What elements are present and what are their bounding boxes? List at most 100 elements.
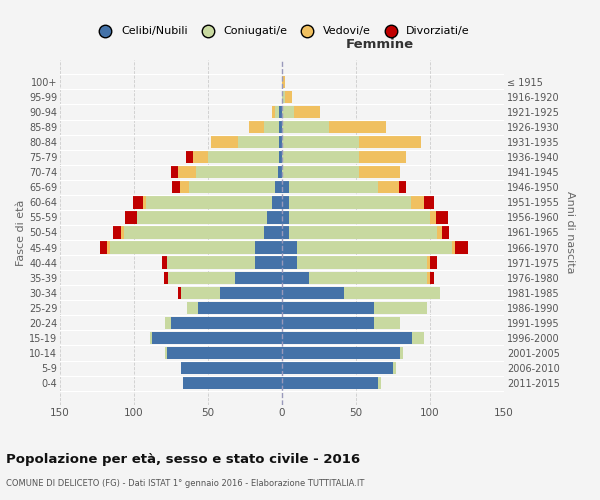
Bar [220,286,282,299]
Bar [282,90,285,103]
Bar [427,272,430,284]
Bar [275,106,279,118]
Bar [137,212,267,224]
Bar [172,181,180,194]
Bar [152,332,282,344]
Bar [279,106,282,118]
Bar [282,286,344,299]
Text: Femmine: Femmine [346,38,414,52]
Bar [113,226,121,238]
Bar [282,196,289,208]
Bar [143,196,146,208]
Bar [208,151,279,164]
Bar [289,226,437,238]
Bar [150,332,152,344]
Bar [282,377,378,390]
Bar [427,256,430,269]
Bar [282,181,289,194]
Bar [167,256,256,269]
Bar [193,151,208,164]
Bar [279,151,282,164]
Bar [165,347,167,359]
Bar [279,136,282,148]
Bar [267,212,282,224]
Bar [430,256,437,269]
Bar [187,302,197,314]
Bar [164,272,168,284]
Bar [282,121,329,133]
Bar [294,106,320,118]
Bar [359,166,400,178]
Bar [393,362,396,374]
Bar [359,136,421,148]
Bar [171,166,178,178]
Bar [452,242,455,254]
Bar [282,151,359,164]
Bar [107,242,110,254]
Y-axis label: Anni di nascita: Anni di nascita [565,191,575,274]
Bar [289,181,378,194]
Bar [178,166,196,178]
Bar [411,196,424,208]
Bar [282,212,289,224]
Bar [168,272,235,284]
Legend: Celibi/Nubili, Coniugati/e, Vedovi/e, Divorziati/e: Celibi/Nubili, Coniugati/e, Vedovi/e, Di… [90,22,474,41]
Bar [455,242,469,254]
Bar [282,226,289,238]
Bar [125,212,137,224]
Bar [297,256,427,269]
Text: Popolazione per età, sesso e stato civile - 2016: Popolazione per età, sesso e stato civil… [6,452,360,466]
Bar [110,242,256,254]
Bar [289,212,430,224]
Bar [197,302,282,314]
Bar [329,121,386,133]
Bar [412,332,424,344]
Bar [344,286,440,299]
Bar [186,151,193,164]
Bar [235,272,282,284]
Bar [133,196,143,208]
Y-axis label: Fasce di età: Fasce di età [16,200,26,266]
Bar [256,242,282,254]
Bar [289,196,411,208]
Bar [282,332,412,344]
Bar [165,316,171,329]
Bar [171,316,282,329]
Bar [378,377,381,390]
Bar [256,256,282,269]
Bar [282,242,297,254]
Bar [272,106,275,118]
Bar [374,302,427,314]
Bar [308,272,427,284]
Bar [121,226,124,238]
Text: COMUNE DI DELICETO (FG) - Dati ISTAT 1° gennaio 2016 - Elaborazione TUTTITALIA.I: COMUNE DI DELICETO (FG) - Dati ISTAT 1° … [6,479,364,488]
Bar [424,196,434,208]
Bar [275,181,282,194]
Bar [282,347,400,359]
Bar [211,136,238,148]
Bar [238,136,279,148]
Bar [437,226,442,238]
Bar [282,362,393,374]
Bar [278,166,282,178]
Bar [430,212,436,224]
Bar [178,286,181,299]
Bar [282,76,285,88]
Bar [272,196,282,208]
Bar [285,90,292,103]
Bar [282,106,294,118]
Bar [378,181,399,194]
Bar [162,256,167,269]
Bar [264,226,282,238]
Bar [436,212,448,224]
Bar [297,242,452,254]
Bar [374,316,400,329]
Bar [264,121,279,133]
Bar [167,347,282,359]
Bar [124,226,264,238]
Bar [100,242,107,254]
Bar [282,256,297,269]
Bar [282,316,374,329]
Bar [181,362,282,374]
Bar [196,166,278,178]
